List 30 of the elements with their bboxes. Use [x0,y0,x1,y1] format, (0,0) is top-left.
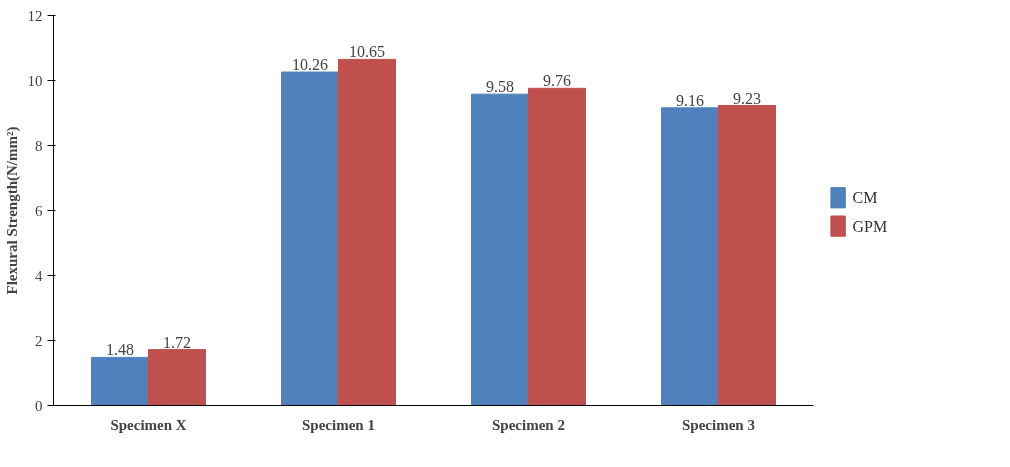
y-tick-label: 6 [35,202,43,219]
y-tick-label: 2 [35,332,43,349]
data-label: 9.16 [676,91,704,109]
bar [661,107,719,406]
y-tick-label: 0 [35,397,43,414]
legend-label: CM [852,189,878,207]
x-tick-label: Specimen 1 [302,416,375,433]
y-tick-label: 10 [27,72,43,89]
y-tick-label: 4 [35,267,43,284]
bar [91,356,149,406]
data-label: 10.65 [349,43,385,61]
bar [338,58,396,406]
legend-label: GPM [852,217,888,235]
x-tick-label: Specimen 3 [682,416,755,433]
data-label: 9.58 [486,78,514,96]
y-tick-label: 8 [35,137,43,154]
x-tick-label: Specimen X [110,416,187,433]
bar [528,87,586,406]
data-label: 9.23 [733,89,761,107]
data-label: 1.48 [106,341,134,359]
bar [471,93,529,406]
data-label: 1.72 [163,333,191,351]
y-axis-title: Flexural Strength(N/mm²) [3,126,21,295]
y-tick-label: 12 [27,7,43,24]
x-tick-label: Specimen 2 [492,416,565,433]
bar [281,71,339,406]
bar [148,349,206,406]
bar [718,105,776,406]
data-label: 10.26 [292,56,328,74]
data-label: 9.76 [543,72,571,90]
